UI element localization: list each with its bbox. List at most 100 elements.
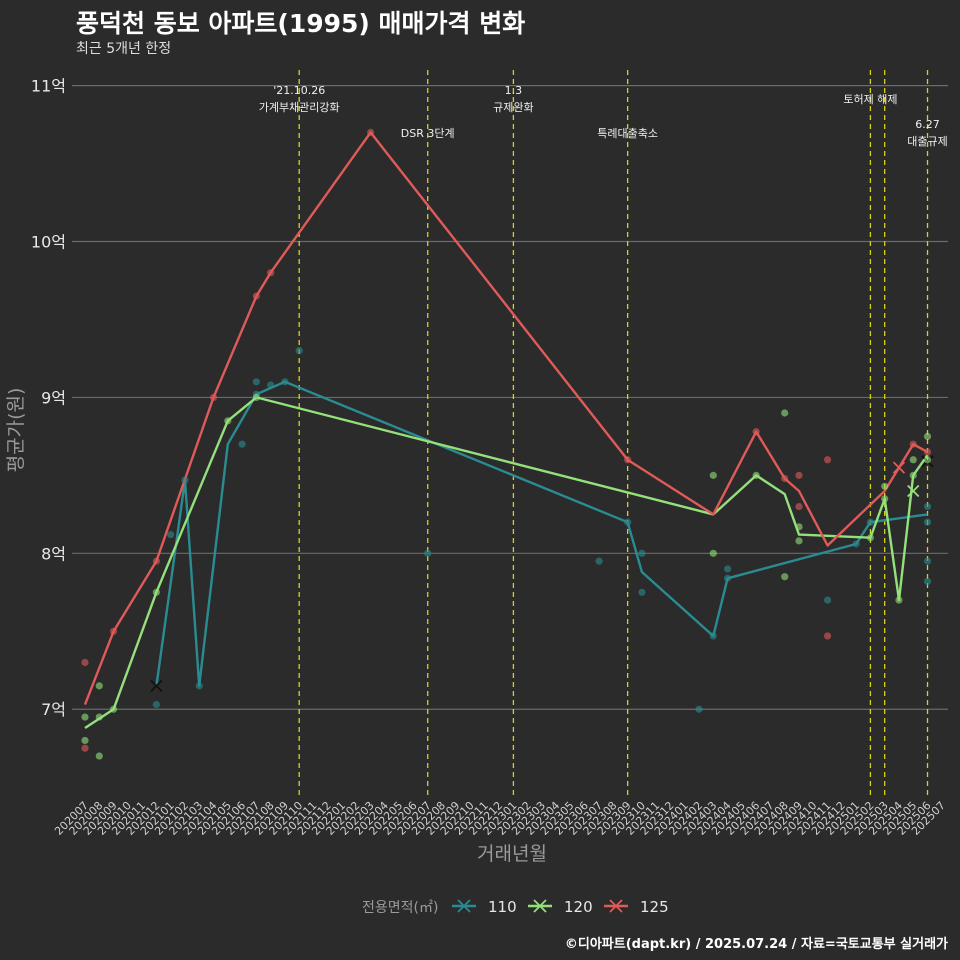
data-point-125 (752, 428, 760, 436)
data-point-110 (252, 378, 260, 386)
data-point-110 (638, 588, 646, 596)
series-line-125 (83, 131, 929, 706)
data-point-110 (709, 632, 717, 640)
y-tick-label: 11억 (31, 77, 66, 96)
data-point-120 (81, 736, 89, 745)
event-label: 특례대출축소 (597, 127, 658, 140)
data-point-120 (923, 432, 932, 440)
legend-item-120: 120 (528, 898, 593, 916)
data-point-110 (923, 577, 932, 585)
data-point-125 (209, 393, 218, 402)
data-point-110 (923, 502, 932, 511)
event-label: 규제완화 (493, 101, 533, 114)
legend-label-110: 110 (488, 898, 517, 916)
data-point-125 (367, 128, 375, 136)
legend-swatch-cross (533, 899, 547, 913)
legend-label-120: 120 (564, 898, 593, 916)
data-point-110 (195, 682, 203, 690)
event-label: DSR 3단계 (401, 127, 455, 140)
cross-stroke (907, 484, 920, 498)
source-caption: ©디아파트(dapt.kr) / 2025.07.24 / 자료=국토교통부 실… (564, 937, 948, 952)
axis-layer: 7억8억9억10억11억2020072020082020092020102020… (5, 77, 948, 865)
cross-stroke (150, 679, 163, 692)
data-point-120 (109, 705, 118, 713)
data-point-110 (724, 565, 732, 573)
data-point-110 (167, 531, 175, 539)
data-point-110 (152, 700, 160, 709)
data-point-125 (909, 440, 917, 448)
y-axis-title: 평균가(원) (5, 388, 27, 473)
data-point-110 (424, 549, 432, 557)
legend-item-125: 125 (604, 898, 669, 916)
point-layer (81, 128, 934, 760)
data-point-110 (295, 347, 303, 355)
data-point-110 (923, 557, 932, 565)
data-point-125 (81, 744, 89, 752)
data-point-110 (238, 440, 246, 448)
data-point-125 (109, 627, 118, 635)
data-point-125 (267, 269, 275, 277)
data-point-120 (795, 537, 803, 545)
data-point-110 (724, 574, 732, 582)
y-tick-label: 8억 (41, 544, 66, 563)
x-axis-title: 거래년월 (477, 843, 547, 865)
chart-subtitle: 최근 5개년 한정 (76, 41, 172, 57)
legend-swatch-cross (609, 899, 623, 913)
data-point-110 (624, 518, 632, 526)
event-label: 가계부채관리강화 (259, 101, 340, 114)
data-point-120 (923, 456, 932, 464)
line-layer (83, 131, 929, 730)
data-point-125 (252, 292, 260, 300)
y-tick-label: 7억 (41, 700, 66, 719)
data-point-110 (638, 549, 646, 557)
data-point-110 (923, 518, 932, 526)
data-point-125 (795, 471, 803, 479)
data-point-120 (95, 682, 103, 690)
event-label: 6.27 (915, 118, 940, 131)
data-point-120 (709, 549, 717, 557)
chart-title: 풍덕천 동보 아파트(1995) 매매가격 변화 (76, 9, 526, 38)
data-point-120 (95, 713, 103, 721)
grid-layer (72, 84, 948, 710)
data-point-120 (224, 417, 232, 425)
y-tick-label: 10억 (31, 233, 66, 252)
data-point-125 (823, 632, 832, 640)
data-point-120 (95, 752, 103, 760)
legend-label-125: 125 (640, 898, 669, 916)
event-label: 토허제 해제 (843, 92, 897, 106)
series-line-110 (155, 380, 928, 688)
data-point-120 (152, 588, 160, 596)
data-point-125 (81, 658, 89, 667)
data-point-125 (152, 557, 160, 565)
data-point-110 (823, 596, 832, 604)
legend-layer: 전용면적(㎡) 110 120 125 (362, 898, 669, 916)
data-point-120 (709, 471, 717, 479)
data-point-110 (181, 476, 189, 484)
data-point-120 (881, 495, 889, 503)
cross-marker-120 (907, 484, 920, 498)
data-point-125 (823, 456, 832, 464)
data-point-120 (752, 471, 760, 479)
y-tick-label: 9억 (41, 388, 66, 407)
data-point-120 (881, 482, 889, 490)
legend-item-110: 110 (452, 898, 517, 916)
data-point-120 (781, 573, 789, 581)
data-point-120 (909, 456, 917, 464)
legend-title: 전용면적(㎡) (362, 900, 438, 916)
event-label: 1.3 (505, 84, 523, 97)
data-point-110 (595, 557, 603, 565)
cross-stroke (892, 461, 906, 474)
data-point-110 (267, 381, 275, 389)
data-point-110 (695, 705, 703, 713)
data-point-125 (923, 448, 932, 456)
data-point-120 (781, 409, 789, 417)
data-point-125 (795, 502, 803, 511)
event-label: 대출규제 (907, 135, 947, 148)
data-point-120 (909, 471, 917, 479)
data-point-125 (624, 456, 632, 464)
cross-marker-110 (150, 679, 163, 692)
data-point-120 (895, 596, 903, 604)
data-point-110 (866, 518, 875, 526)
